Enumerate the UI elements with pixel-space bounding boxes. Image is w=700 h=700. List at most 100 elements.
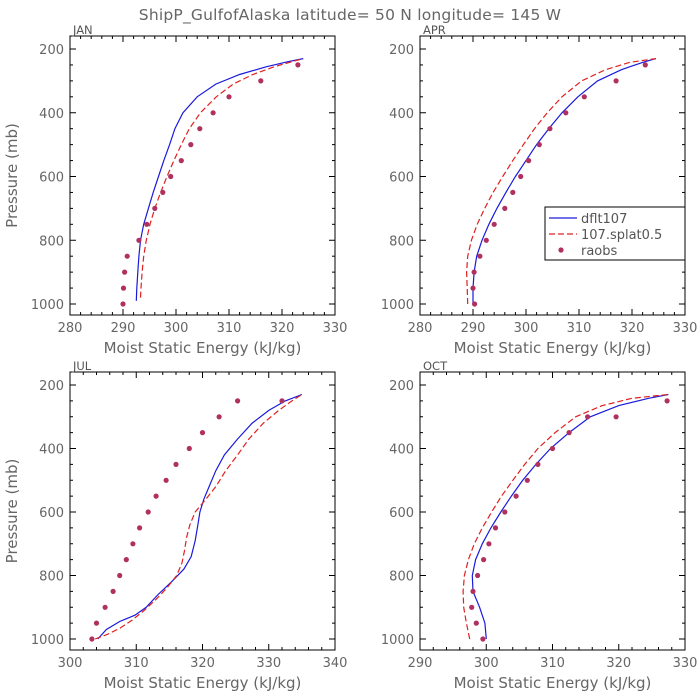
raobs-point — [470, 285, 476, 291]
x-tick-label: 300 — [514, 321, 539, 336]
raobs-point — [136, 237, 142, 243]
x-axis-label: Moist Static Energy (kJ/kg) — [104, 339, 302, 357]
y-tick-label: 400 — [389, 443, 414, 458]
x-axis-label: Moist Static Energy (kJ/kg) — [104, 674, 302, 692]
figure-title: ShipP_GulfofAlaska latitude= 50 N longit… — [139, 6, 561, 25]
y-tick-label: 800 — [39, 234, 64, 249]
raobs-point — [137, 525, 143, 531]
x-tick-label: 280 — [408, 321, 433, 336]
raobs-point — [585, 414, 591, 420]
legend-swatch-raobs — [558, 247, 564, 253]
raobs-point — [613, 414, 619, 420]
y-axis-label: Pressure (mb) — [3, 123, 21, 228]
raobs-point — [173, 461, 179, 467]
legend-label: dflt107 — [581, 212, 627, 227]
raobs-point — [536, 142, 542, 148]
raobs-point — [483, 237, 489, 243]
plot-frame-oct — [419, 371, 686, 651]
raobs-point — [226, 94, 232, 100]
raobs-point — [295, 62, 301, 68]
raobs-point — [502, 509, 508, 515]
raobs-point — [613, 78, 619, 84]
raobs-point — [491, 221, 497, 227]
x-tick-label: 300 — [58, 656, 83, 671]
raobs-point — [89, 636, 95, 642]
raobs-point — [110, 588, 116, 595]
raobs-point — [492, 525, 499, 531]
raobs-point — [153, 493, 159, 499]
y-tick-label: 600 — [389, 506, 414, 521]
raobs-point — [526, 158, 532, 164]
plot-frame-apr — [419, 35, 686, 316]
raobs-point — [152, 205, 158, 211]
y-tick-label: 800 — [389, 570, 414, 585]
raobs-point — [199, 430, 206, 436]
raobs-point — [563, 110, 569, 116]
x-axis-label: Moist Static Energy (kJ/kg) — [454, 674, 652, 692]
raobs-point — [510, 189, 516, 195]
raobs-point — [477, 253, 483, 259]
y-tick-label: 200 — [39, 43, 64, 58]
raobs-point — [481, 557, 487, 563]
panel-title-oct: OCT — [423, 359, 448, 373]
y-tick-label: 400 — [39, 107, 64, 122]
x-tick-label: 330 — [673, 321, 698, 336]
y-tick-label: 1000 — [381, 298, 414, 313]
raobs-point — [473, 620, 479, 626]
raobs-point — [178, 158, 184, 164]
legend-label: 107.splat0.5 — [581, 228, 662, 243]
raobs-point — [123, 557, 129, 563]
x-tick-label: 310 — [567, 321, 592, 336]
x-tick-label: 320 — [190, 656, 215, 671]
x-tick-label: 320 — [620, 321, 645, 336]
y-tick-label: 1000 — [31, 633, 64, 648]
y-axis-label: Pressure (mb) — [3, 459, 21, 564]
raobs-point — [547, 126, 553, 132]
plot-frame-jul — [69, 371, 336, 651]
series-line-dflt107 — [97, 393, 303, 640]
x-axis-label: Moist Static Energy (kJ/kg) — [454, 339, 652, 357]
raobs-point — [122, 269, 128, 275]
raobs-point — [518, 173, 524, 180]
raobs-point — [93, 620, 100, 626]
raobs-point — [472, 301, 478, 307]
x-tick-label: 290 — [111, 321, 136, 336]
y-tick-label: 400 — [39, 443, 64, 458]
x-tick-label: 300 — [164, 321, 189, 336]
raobs-point — [186, 445, 192, 452]
raobs-point — [469, 604, 475, 610]
series-line-107-splat0-5 — [139, 58, 304, 298]
raobs-point — [168, 173, 174, 180]
x-tick-label: 320 — [606, 656, 631, 671]
series-line-dflt107 — [472, 58, 657, 304]
series-line-dflt107 — [135, 58, 304, 301]
raobs-point — [524, 477, 530, 483]
x-tick-label: 330 — [673, 656, 698, 671]
raobs-point — [566, 430, 572, 436]
panel-apr: APR 280 290 300 310 320 330 200 400 600 800 1000 Moi… — [381, 23, 698, 357]
x-tick-label: 300 — [474, 656, 499, 671]
x-tick-label: 310 — [124, 656, 149, 671]
raobs-point — [486, 541, 492, 547]
raobs-point — [235, 398, 241, 404]
raobs-point — [642, 62, 648, 68]
raobs-point — [513, 493, 519, 499]
y-tick-label: 800 — [389, 234, 414, 249]
panel-title-jan: JAN — [72, 23, 93, 37]
raobs-point — [210, 110, 216, 116]
raobs-point — [145, 509, 151, 515]
y-tick-label: 1000 — [381, 633, 414, 648]
raobs-point — [470, 588, 476, 595]
raobs-point — [130, 541, 136, 547]
y-tick-label: 200 — [389, 379, 414, 394]
y-tick-label: 1000 — [31, 298, 64, 313]
raobs-point — [160, 189, 166, 195]
raobs-point — [480, 636, 486, 642]
y-tick-label: 800 — [39, 570, 64, 585]
y-tick-label: 600 — [39, 506, 64, 521]
raobs-point — [279, 398, 285, 404]
x-tick-label: 330 — [256, 656, 281, 671]
raobs-point — [120, 285, 127, 291]
